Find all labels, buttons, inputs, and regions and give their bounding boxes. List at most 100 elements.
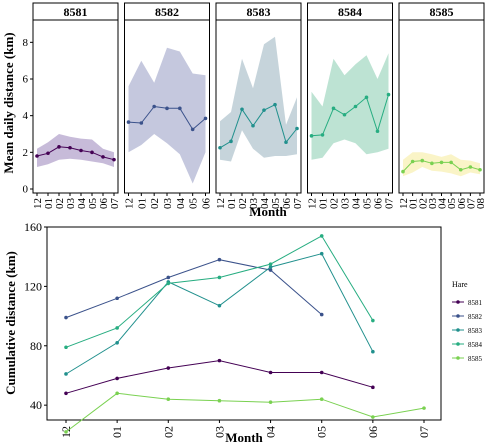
legend-item-8582: 8582 <box>452 313 483 321</box>
top-y-tick-label: 8 <box>23 37 29 49</box>
bottom-x-tick-label: 02 <box>161 426 175 438</box>
facet-strip-label: 8581 <box>64 5 88 19</box>
x-tick-label: 03 <box>248 198 260 210</box>
x-tick-label: 04 <box>175 198 187 210</box>
mean-point <box>178 106 182 111</box>
legend: Hare 8581 8582 8583 8584 8585 <box>452 280 483 363</box>
series-point <box>371 318 375 323</box>
x-tick-label: 01 <box>318 198 330 209</box>
mean-point <box>430 161 434 166</box>
mean-point <box>468 165 473 169</box>
series-point <box>217 257 222 262</box>
legend-label: 8581 <box>468 299 483 307</box>
facet-strip-label: 8582 <box>155 5 179 19</box>
x-tick-label: 07 <box>384 198 396 210</box>
bottom-axes: 40801201601201020304050607 <box>24 220 431 438</box>
mean-point <box>46 151 50 156</box>
x-tick-label: 02 <box>149 198 161 209</box>
series-point <box>268 262 273 266</box>
bottom-x-axis-label: Month <box>225 430 263 445</box>
bottom-x-tick-label: 01 <box>110 426 124 438</box>
x-tick-label: 04 <box>76 198 88 210</box>
x-tick-label: 01 <box>226 198 238 209</box>
legend-title: Hare <box>452 280 468 289</box>
x-tick-label: 03 <box>162 198 174 210</box>
legend-item-8581: 8581 <box>452 299 483 307</box>
mean-point <box>139 121 144 125</box>
mean-point <box>449 160 453 165</box>
series-point <box>268 370 273 375</box>
series-8585 <box>64 391 426 434</box>
x-tick-label: 12 <box>398 198 410 209</box>
legend-swatch-point <box>456 314 460 318</box>
series-point <box>319 397 324 402</box>
mean-point <box>101 155 105 159</box>
mean-point <box>331 106 336 111</box>
mean-point <box>478 167 482 172</box>
x-tick-label: 07 <box>465 198 477 210</box>
x-tick-label: 02 <box>237 198 249 209</box>
bottom-x-tick-label: 05 <box>315 426 329 438</box>
series-point <box>371 385 375 390</box>
facet-panel-8584: 8584 12 01 02 03 04 05 06 07 <box>307 2 396 210</box>
x-tick-label: 04 <box>437 198 449 210</box>
top-y-tick-label: 0 <box>23 184 29 196</box>
mean-point <box>68 145 72 150</box>
mean-point <box>57 145 61 149</box>
x-tick-label: 04 <box>351 198 363 210</box>
range-ribbon <box>311 53 389 160</box>
legend-item-8584: 8584 <box>452 341 483 349</box>
series-line <box>65 253 374 375</box>
top-y-tick-label: 6 <box>23 74 29 86</box>
legend-label: 8585 <box>468 355 483 363</box>
bottom-y-tick-label: 80 <box>30 339 42 353</box>
facet-strip-label: 8585 <box>430 5 454 19</box>
series-point <box>166 281 171 286</box>
legend-swatch-point <box>456 300 460 304</box>
series-8583 <box>64 251 375 376</box>
bottom-x-tick-label: 03 <box>212 426 226 438</box>
x-tick-label: 06 <box>201 198 213 210</box>
mean-point <box>35 154 39 158</box>
legend-swatch-point <box>456 342 460 346</box>
x-tick-label: 04 <box>259 198 271 210</box>
mean-point <box>126 120 131 124</box>
series-point <box>115 376 119 381</box>
top-y-axis-label: Mean daily distance (km) <box>1 32 16 173</box>
x-tick-label: 05 <box>362 198 374 210</box>
bottom-plot-frame <box>46 226 442 421</box>
x-tick-label: 08 <box>475 198 487 210</box>
legend-swatch-point <box>456 356 460 360</box>
x-tick-label: 05 <box>446 198 458 210</box>
series-point <box>319 234 324 238</box>
range-ribbon <box>220 36 297 162</box>
mean-point <box>165 106 169 111</box>
x-tick-label: 03 <box>427 198 439 210</box>
x-tick-label: 12 <box>307 198 319 209</box>
series-point <box>217 275 222 280</box>
facet-strip-label: 8584 <box>338 5 362 19</box>
bottom-x-tick-label: 04 <box>264 426 278 438</box>
series-point <box>115 391 119 396</box>
x-tick-label: 07 <box>109 198 121 210</box>
series-point <box>115 326 119 330</box>
facet-panel-8582: 8582 12 01 02 03 04 05 06 <box>124 2 213 210</box>
mean-point <box>203 116 208 121</box>
mean-point <box>218 145 222 150</box>
top-x-axis-label: Month <box>249 204 287 219</box>
mean-point <box>229 139 233 144</box>
x-tick-label: 06 <box>281 198 293 210</box>
mean-point <box>386 92 391 97</box>
mean-line <box>311 94 389 137</box>
series-point <box>319 370 324 375</box>
x-tick-label: 02 <box>417 198 429 209</box>
x-tick-label: 06 <box>98 198 110 210</box>
x-tick-label: 06 <box>456 198 468 210</box>
mean-point <box>190 127 195 132</box>
series-line <box>65 235 374 348</box>
x-tick-label: 06 <box>373 198 385 210</box>
x-tick-label: 05 <box>188 198 200 210</box>
series-point <box>268 400 273 404</box>
